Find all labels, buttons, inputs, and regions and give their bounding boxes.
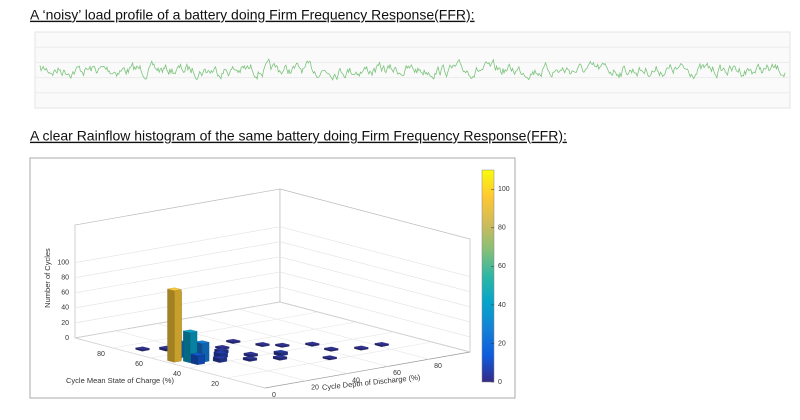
grid-line bbox=[74, 256, 471, 308]
bar bbox=[243, 351, 258, 358]
heading: A clear Rainflow histogram of the same b… bbox=[30, 128, 567, 144]
z-tick-label: 40 bbox=[61, 305, 69, 312]
bar-face bbox=[275, 342, 290, 347]
bar bbox=[226, 338, 241, 344]
grid-line bbox=[74, 286, 471, 338]
bar bbox=[190, 352, 205, 365]
bar-face bbox=[243, 351, 258, 356]
bar-face bbox=[226, 338, 241, 343]
bar-face bbox=[214, 347, 229, 352]
colorbar-tick-label: 20 bbox=[498, 340, 506, 347]
colorbar-tick-label: 0 bbox=[498, 379, 502, 386]
grid-line bbox=[74, 241, 471, 292]
bar-face bbox=[135, 346, 150, 350]
bar-face bbox=[374, 342, 389, 346]
bar-face bbox=[273, 354, 287, 359]
y-tick-label: 60 bbox=[393, 370, 401, 377]
load-profile-figure bbox=[34, 31, 791, 109]
grid-line bbox=[238, 308, 430, 360]
bar-face bbox=[322, 355, 337, 359]
bar-face bbox=[167, 288, 175, 363]
bar-face bbox=[273, 349, 288, 354]
y-tick-label: 0 bbox=[272, 392, 276, 399]
bar-face bbox=[305, 341, 320, 346]
bar bbox=[242, 356, 258, 362]
bar bbox=[322, 355, 337, 361]
z-tick-label: 80 bbox=[61, 275, 69, 282]
bar bbox=[273, 349, 288, 357]
bar-face bbox=[255, 342, 270, 346]
y-tick-label: 40 bbox=[352, 377, 360, 384]
bar bbox=[167, 287, 182, 363]
bar bbox=[305, 341, 320, 347]
grid bbox=[35, 46, 790, 94]
grid-line bbox=[112, 311, 319, 349]
z-tick-label: 20 bbox=[61, 320, 69, 327]
grid-line bbox=[197, 316, 389, 367]
heading: A ‘noisy’ load profile of a battery doin… bbox=[30, 7, 475, 23]
x-tick-label: 20 bbox=[211, 381, 219, 388]
colorbar bbox=[481, 169, 495, 383]
colorbar-tick-label: 80 bbox=[498, 225, 506, 232]
bar-face bbox=[324, 346, 339, 351]
load-profile-trace bbox=[39, 58, 786, 81]
grid-line bbox=[74, 226, 471, 277]
bar-face bbox=[197, 354, 205, 365]
x-axis-title: Cycle Mean State of Charge (%) bbox=[66, 376, 174, 385]
bar bbox=[212, 355, 228, 363]
bar-face bbox=[213, 355, 227, 359]
bar-face bbox=[243, 356, 257, 360]
bar bbox=[374, 342, 389, 347]
bar bbox=[275, 342, 290, 348]
bar-face bbox=[215, 345, 230, 349]
z-tick-label: 0 bbox=[65, 335, 69, 342]
colorbar-tick-label: 100 bbox=[498, 186, 510, 193]
bar-face bbox=[167, 287, 182, 291]
grid-line bbox=[74, 337, 266, 389]
z-tick-label: 100 bbox=[57, 260, 69, 267]
z-tick-label: 60 bbox=[61, 290, 69, 297]
y-tick-label: 80 bbox=[434, 363, 442, 370]
plot-frame bbox=[34, 31, 791, 109]
x-tick-label: 40 bbox=[173, 371, 181, 378]
grid-line bbox=[74, 271, 471, 323]
bar bbox=[324, 346, 339, 352]
bar-face bbox=[190, 352, 205, 356]
bar bbox=[135, 346, 150, 352]
bar-face bbox=[183, 329, 198, 333]
bar-face bbox=[354, 345, 369, 349]
x-tick-label: 80 bbox=[97, 351, 105, 358]
bar bbox=[272, 354, 288, 361]
bar-face bbox=[173, 289, 182, 363]
grid-line bbox=[115, 330, 307, 382]
colorbar-tick-label: 60 bbox=[498, 263, 506, 270]
bar-face bbox=[183, 330, 191, 363]
colorbar-tick-label: 40 bbox=[498, 302, 506, 309]
bar-face bbox=[213, 350, 228, 354]
bar bbox=[255, 342, 270, 347]
x-tick-label: 60 bbox=[135, 361, 143, 368]
grid-line bbox=[74, 301, 471, 353]
bar-face bbox=[195, 340, 210, 344]
bar bbox=[354, 345, 369, 351]
rainflow-histogram: 0 20 40 60 80 100 20 40 60 80 0 20 40 60 80 Number of C… bbox=[43, 169, 510, 399]
y-tick-label: 20 bbox=[311, 385, 319, 392]
z-axis-title: Number of Cycles bbox=[43, 248, 52, 308]
